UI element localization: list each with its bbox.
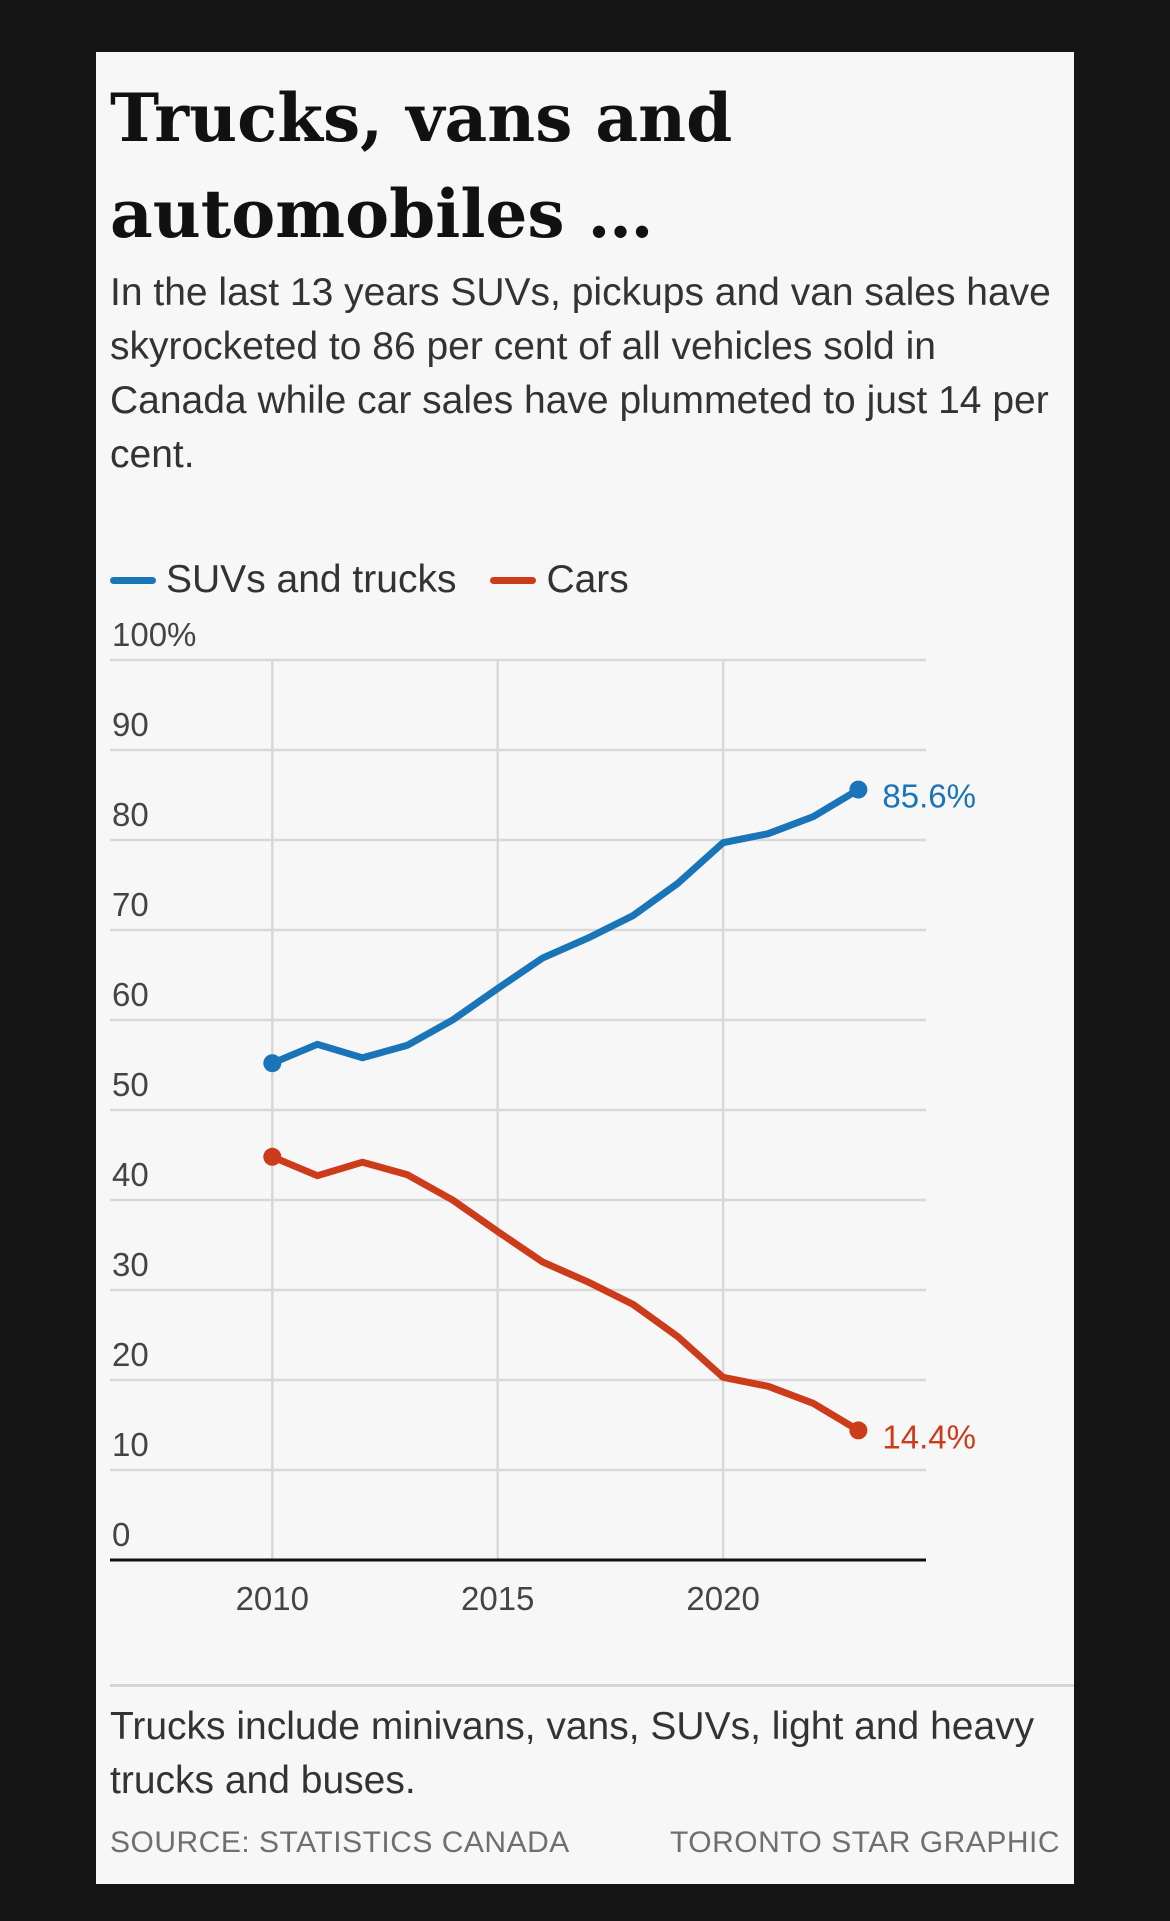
legend-label-suv: SUVs and trucks — [166, 558, 457, 601]
chart-card: Trucks, vans and automobiles … In the la… — [96, 52, 1074, 1884]
legend-swatch-suv — [110, 576, 156, 584]
legend: SUVs and trucks Cars — [110, 552, 663, 608]
chart-subtitle: In the last 13 years SUVs, pickups and v… — [110, 271, 1051, 476]
series-line-suv — [268, 786, 862, 1067]
series-end-label-suv: 85.6% — [882, 778, 976, 815]
legend-label-cars: Cars — [546, 558, 629, 601]
y-tick-label-100: 100% — [112, 616, 196, 653]
series-end-point-cars — [849, 1421, 868, 1440]
credit-label: TORONTO STAR GRAPHIC — [669, 1826, 1060, 1859]
y-tick-label-90: 90 — [112, 706, 149, 743]
y-tick-label-50: 50 — [112, 1066, 149, 1103]
legend-item-cars: Cars — [490, 558, 629, 602]
series-end-label-cars: 14.4% — [882, 1418, 976, 1455]
divider — [110, 1684, 1074, 1687]
series-start-point-suv — [263, 1054, 282, 1073]
y-tick-label-70: 70 — [112, 886, 149, 923]
y-tick-label-30: 30 — [112, 1246, 149, 1283]
series-line-cars — [268, 1153, 862, 1434]
legend-item-suv: SUVs and trucks — [110, 558, 456, 602]
x-tick-label-2010: 2010 — [236, 1580, 309, 1617]
y-tick-label-60: 60 — [112, 976, 149, 1013]
y-tick-label-20: 20 — [112, 1336, 149, 1373]
y-tick-label-10: 10 — [112, 1426, 149, 1463]
y-tick-label-0: 0 — [112, 1516, 130, 1553]
series-end-point-suv — [849, 780, 868, 799]
footer: SOURCE: STATISTICS CANADA TORONTO STAR G… — [110, 1826, 1060, 1860]
x-tick-label-2015: 2015 — [461, 1580, 534, 1617]
legend-swatch-cars — [490, 576, 537, 584]
line-chart: 0 10 20 30 40 50 60 70 80 90 100% 2010 2015 2020 85.6%… — [110, 616, 976, 1617]
chart-note: Trucks include minivans, vans, SUVs, lig… — [110, 1705, 1035, 1802]
x-tick-label-2020: 2020 — [686, 1580, 759, 1617]
series-start-point-cars — [263, 1147, 282, 1166]
source-label: SOURCE: STATISTICS CANADA — [110, 1826, 570, 1859]
y-tick-label-40: 40 — [112, 1156, 149, 1193]
y-tick-label-80: 80 — [112, 796, 149, 833]
chart-title: Trucks, vans and automobiles … — [110, 79, 733, 253]
